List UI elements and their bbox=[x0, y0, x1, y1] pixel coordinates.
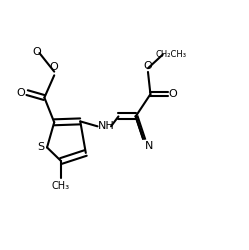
Text: NH: NH bbox=[98, 121, 115, 131]
Text: S: S bbox=[37, 142, 45, 152]
Text: O: O bbox=[17, 88, 25, 98]
Text: N: N bbox=[145, 141, 153, 151]
Text: CH₃: CH₃ bbox=[52, 181, 70, 191]
Text: CH₂CH₃: CH₂CH₃ bbox=[156, 50, 187, 59]
Text: O: O bbox=[33, 47, 41, 57]
Text: O: O bbox=[169, 89, 178, 99]
Text: O: O bbox=[144, 61, 152, 71]
Text: O: O bbox=[50, 62, 59, 72]
